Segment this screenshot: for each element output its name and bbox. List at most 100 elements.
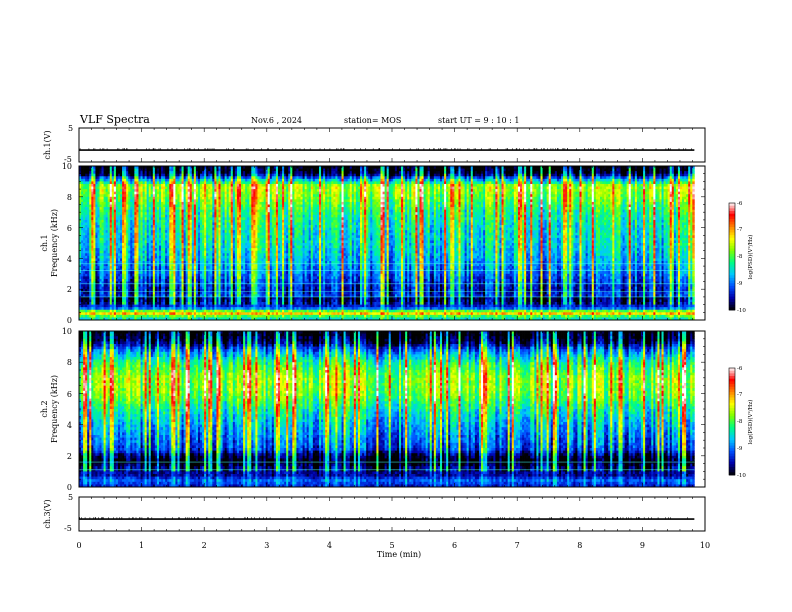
ch1-spec-cell: [115, 284, 119, 287]
ch1-spec-cell: [179, 222, 182, 226]
ch1-spec-cell: [212, 243, 215, 246]
ch1-spec-cell: [169, 302, 172, 305]
ch1-spec-cell: [107, 222, 111, 226]
ch1-spec-cell: [109, 191, 113, 195]
ch1-spec-cell: [99, 296, 102, 300]
ch1-spec-cell: [150, 304, 154, 308]
ch1-spec-cell: [228, 204, 232, 208]
ch1-spec-cell: [226, 194, 230, 198]
ch1-spec-cell: [236, 225, 240, 228]
ch1-spec-cell: [93, 191, 96, 195]
ch1-spec-cell: [126, 243, 129, 246]
ch1-spec-cell: [91, 289, 94, 293]
ch1-spec-cell: [117, 278, 121, 282]
ch1-spec-cell: [107, 183, 111, 187]
ch1-spec-cell: [126, 235, 129, 239]
ch1-spec-cell: [134, 168, 137, 172]
ch1-spec-cell: [236, 304, 240, 308]
ch1-spec-cell: [85, 209, 88, 213]
ch1-spec-cell: [197, 176, 201, 180]
ch1-spec-cell: [206, 232, 209, 236]
ch1-spec-cell: [103, 284, 107, 287]
ch1-spec-cell: [173, 284, 176, 287]
ch1-spec-cell: [216, 314, 219, 318]
ch1-spec-cell: [197, 248, 201, 252]
ch1-spec-cell: [212, 253, 215, 257]
ch1-spec-cell: [191, 302, 195, 305]
ch1-spec-cell: [185, 294, 189, 298]
ch1-spec-cell: [83, 235, 86, 239]
ch1-spec-cell: [93, 225, 96, 228]
ch1-spec-cell: [195, 219, 199, 223]
ch1-spec-cell: [220, 294, 223, 298]
ch1-spec-cell: [89, 255, 92, 259]
ch1-spec-cell: [122, 243, 125, 246]
ch1-spec-cell: [144, 286, 148, 290]
ch1-spec-cell: [236, 273, 240, 277]
ch1-spec-cell: [128, 171, 131, 175]
ch1-spec-cell: [238, 230, 242, 234]
ch1-spec-cell: [126, 217, 129, 221]
ch1-spec-cell: [228, 296, 232, 300]
ch1-spec-cell: [232, 227, 236, 231]
ch1-spec-cell: [130, 225, 133, 228]
ch1-spec-cell: [202, 171, 205, 175]
ch1-spec-cell: [183, 173, 187, 177]
ch1-spec-cell: [115, 227, 119, 231]
ch1-spec-cell: [173, 207, 176, 210]
ch1-spec-cell: [132, 255, 135, 259]
ch1-spec-cell: [191, 173, 195, 177]
ch1-spec-cell: [193, 178, 197, 182]
ch1-spec-cell: [109, 178, 113, 182]
ch1-spec-cell: [179, 194, 182, 198]
ch1-spec-cell: [191, 227, 195, 231]
ch1-spec-cell: [232, 204, 236, 208]
ch1-spec-cell: [165, 240, 168, 244]
ch1-spec-cell: [161, 237, 164, 241]
ch1-spec-cell: [161, 222, 164, 226]
ch1-spec-cell: [144, 243, 148, 246]
ch1-spec-cell: [115, 312, 119, 316]
ch1-spec-cell: [105, 260, 109, 264]
ch1-spec-cell: [171, 278, 174, 282]
ch1-spec-cell: [146, 237, 150, 241]
ch1-spec-cell: [140, 178, 143, 182]
ch1-spec-cell: [79, 201, 82, 205]
ch1-spec-cell: [202, 186, 205, 190]
ch1-spec-cell: [156, 245, 160, 249]
ch1-spec-cell: [202, 289, 205, 293]
ch1-spec-cell: [204, 276, 207, 280]
ch1-spec-cell: [185, 196, 189, 200]
ch1-spec-cell: [87, 201, 90, 205]
ch1-spec-cell: [163, 166, 166, 169]
ch1-spec-cell: [200, 214, 203, 218]
ch1-spec-cell: [202, 222, 205, 226]
ch1-spec-cell: [202, 191, 205, 195]
ch1-spec-cell: [113, 273, 117, 277]
ch1-spec-cell: [150, 176, 154, 180]
ch1-spec-cell: [83, 227, 86, 231]
ch1-spec-cell: [202, 209, 205, 213]
ch1-spec-cell: [165, 278, 168, 282]
ch1-spec-cell: [85, 266, 88, 270]
ch1-spec-cell: [222, 219, 225, 223]
ch1-spec-cell: [81, 196, 84, 200]
ch1-spec-cell: [138, 317, 141, 321]
ch1-spec-cell: [117, 248, 121, 252]
ch1-spec-cell: [179, 268, 182, 272]
ch1-spec-cell: [210, 212, 213, 216]
ch1-spec-cell: [238, 166, 242, 169]
ch1-spec-cell: [128, 281, 131, 285]
ch1-spec-cell: [161, 271, 164, 275]
ch1-spec-cell: [165, 183, 168, 187]
ch1-spec-cell: [204, 217, 207, 221]
ch1-spec-cell: [228, 189, 232, 193]
ch1-spec-cell: [224, 266, 228, 270]
ch1-spec-cell: [128, 191, 131, 195]
ch1-spec-cell: [210, 278, 213, 282]
ch1-spec-cell: [208, 186, 211, 190]
ch1-spec-cell: [206, 217, 209, 221]
ch1-spec-cell: [179, 201, 182, 205]
ch1-spec-cell: [111, 232, 115, 236]
ch1-spec-cell: [208, 209, 211, 213]
